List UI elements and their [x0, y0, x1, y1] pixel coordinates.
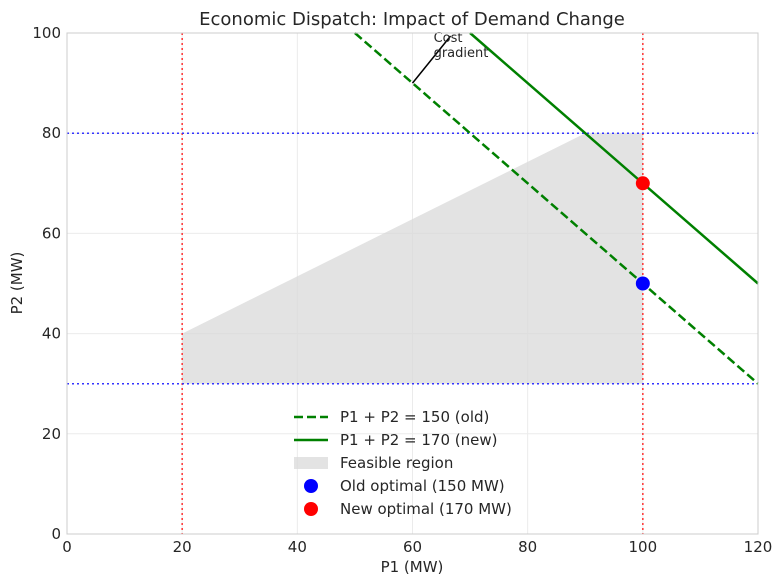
x-axis-label: P1 (MW)	[381, 558, 444, 576]
y-tick-label: 100	[32, 24, 61, 42]
legend-item-new-line: P1 + P2 = 170 (new)	[340, 431, 498, 449]
x-tick-label: 20	[173, 538, 192, 556]
x-tick-label: 40	[288, 538, 307, 556]
annotation-text: gradient	[434, 46, 489, 61]
legend: P1 + P2 = 150 (old) P1 + P2 = 170 (new) Fe…	[294, 408, 512, 518]
feasible-region-layer	[182, 133, 643, 384]
new-optimal-point	[635, 176, 650, 191]
axis-ticks: 0 20 40 60 80 100 120 0 20 40 60 80 100	[32, 24, 772, 556]
legend-swatch-patch	[294, 457, 328, 469]
x-tick-label: 80	[518, 538, 537, 556]
points-layer	[635, 176, 650, 291]
y-tick-label: 0	[51, 525, 61, 543]
series-layer	[354, 32, 759, 385]
old-demand-line	[354, 32, 759, 385]
old-optimal-point	[635, 276, 650, 291]
legend-swatch-dot	[304, 502, 318, 516]
legend-item-feasible-region: Feasible region	[340, 454, 453, 472]
x-tick-label: 0	[62, 538, 72, 556]
y-axis-label: P2 (MW)	[8, 252, 26, 315]
plot-frame	[66, 32, 759, 535]
legend-item-old-line: P1 + P2 = 150 (old)	[340, 408, 489, 426]
legend-item-new-optimal: New optimal (170 MW)	[340, 500, 512, 518]
y-tick-label: 40	[42, 325, 61, 343]
chart-title: Economic Dispatch: Impact of Demand Chan…	[199, 9, 625, 30]
feasible-region	[182, 133, 643, 384]
annotation-text: Cost	[434, 31, 463, 46]
x-tick-label: 60	[403, 538, 422, 556]
legend-swatch-dot	[304, 479, 318, 493]
y-tick-label: 80	[42, 124, 61, 142]
legend-item-old-optimal: Old optimal (150 MW)	[340, 477, 505, 495]
x-tick-label: 100	[629, 538, 658, 556]
y-tick-label: 20	[42, 425, 61, 443]
y-tick-label: 60	[42, 224, 61, 242]
new-demand-line	[469, 32, 759, 285]
x-tick-label: 120	[744, 538, 773, 556]
annotation-arrow	[411, 35, 452, 84]
